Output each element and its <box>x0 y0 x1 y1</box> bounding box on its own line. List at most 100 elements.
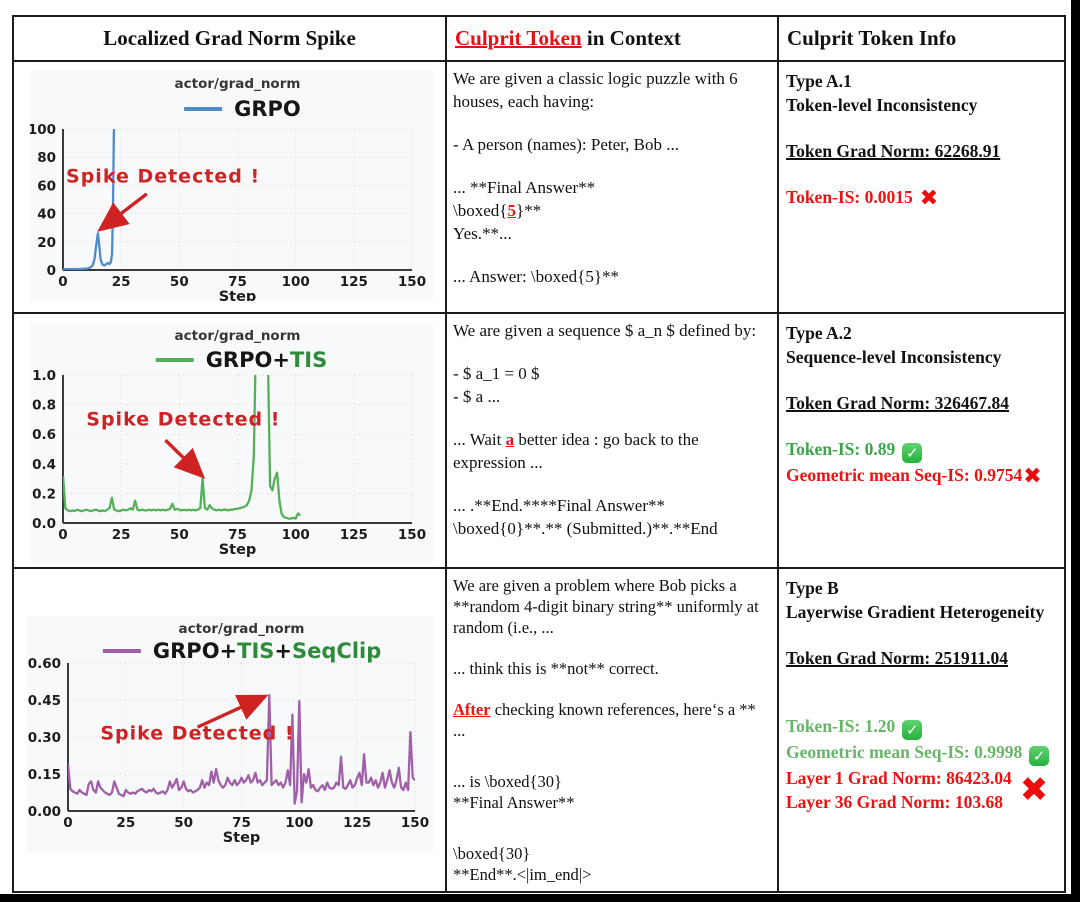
chart-title: actor/grad_norm <box>179 621 305 637</box>
info-line: Geometric mean Seq-IS: 0.9998 ✓ <box>786 740 1060 766</box>
context-line: We are given a classic logic puzzle with… <box>453 69 738 111</box>
cell-info-row2: Type A.2 Sequence-level Inconsistency Toke… <box>779 314 1064 569</box>
info-line: Geometric mean Seq-IS: 0.9754✖ <box>786 464 1042 489</box>
spike-arrow <box>164 438 206 479</box>
y-tick-label: 0.8 <box>32 398 56 414</box>
context-line: We are given a sequence $ a_n $ defined … <box>453 321 757 340</box>
grad-norm-line <box>63 129 116 270</box>
paragraph-gap <box>453 741 771 761</box>
comparison-table: Localized Grad Norm Spike Culprit Token … <box>12 15 1066 893</box>
paragraph-gap <box>453 342 771 362</box>
context-line: ... think this is **not** correct. <box>453 659 659 678</box>
context-line: ... Wait a better idea : go back to the … <box>453 430 699 472</box>
info-line: Token-IS: 0.89 ✓ <box>786 437 1060 463</box>
grad-norm-line <box>68 693 415 805</box>
info-gap <box>786 415 1060 437</box>
chart-panel-bg <box>27 616 433 853</box>
context-text-row1: We are given a classic logic puzzle with… <box>447 62 777 288</box>
y-tick-label: 80 <box>37 150 56 166</box>
cross-icon: ✖ <box>1019 770 1049 810</box>
context-line: **Final Answer** <box>453 793 575 812</box>
paragraph-gap <box>453 156 771 176</box>
y-tick-label: 0.4 <box>32 457 56 473</box>
info-line: Token Grad Norm: 326467.84 <box>786 393 1009 413</box>
y-tick-label: 20 <box>37 235 56 251</box>
x-axis-label: Step <box>219 289 257 301</box>
spike-annotation: Spike Detected ! <box>86 408 280 430</box>
x-tick-label: 50 <box>170 527 189 543</box>
x-tick-label: 25 <box>112 527 131 543</box>
check-icon: ✓ <box>902 720 923 740</box>
layer-grad-norm-group: Layer 1 Grad Norm: 86423.04 Layer 36 Grad… <box>786 766 1060 814</box>
y-tick-label: 100 <box>30 122 56 138</box>
info-line: Token Grad Norm: 62268.91 <box>786 141 1001 161</box>
culprit-token: After <box>453 700 491 719</box>
y-tick-label: 0.00 <box>28 804 61 820</box>
legend-label: GRPO+TIS <box>206 348 328 372</box>
context-line: **End**.<|im_end|> <box>453 865 592 884</box>
spike-annotation: Spike Detected ! <box>66 166 260 188</box>
header-culprit-token-info: Culprit Token Info <box>779 17 1064 62</box>
x-axis-label: Step <box>223 830 261 846</box>
x-tick-label: 75 <box>228 274 247 290</box>
paragraph-gap <box>453 638 771 658</box>
check-icon: ✓ <box>1029 746 1050 766</box>
x-tick-label: 0 <box>58 274 67 290</box>
y-tick-label: 0.60 <box>28 656 61 672</box>
info-line: Layerwise Gradient Heterogeneity <box>786 602 1045 622</box>
x-tick-label: 75 <box>232 815 251 831</box>
paragraph-gap <box>453 113 771 133</box>
context-line: ... is \boxed{30} <box>453 772 562 791</box>
info-line: Token-level Inconsistency <box>786 95 978 115</box>
info-gap <box>786 163 1060 185</box>
x-tick-label: 125 <box>343 815 371 831</box>
info-gap <box>786 624 1060 646</box>
x-tick-label: 25 <box>112 274 131 290</box>
header-grad-norm-spike: Localized Grad Norm Spike <box>14 17 447 62</box>
context-text-row3: We are given a problem where Bob picks a… <box>447 569 777 885</box>
legend-label: GRPO <box>234 97 301 121</box>
info-text-row3: Type B Layerwise Gradient Heterogeneity To… <box>779 569 1064 814</box>
cell-chart-grpo: 0 25 50 75 100 125 150 0 20 40 60 80 100 Step actor/gr… <box>14 62 447 314</box>
info-gap <box>786 670 1060 692</box>
y-tick-label: 0.6 <box>32 427 56 443</box>
context-line: - $ a_1 = 0 $ <box>453 364 540 383</box>
grad-norm-chart-grpo-tis-seqclip: 0 25 50 75 100 125 150 0.00 0.15 0.30 0.45 0.60 Step… <box>27 616 433 853</box>
context-line: We are given a problem where Bob picks a… <box>453 576 759 637</box>
y-tick-label: 0.0 <box>32 516 56 532</box>
y-tick-label: 60 <box>37 178 56 194</box>
x-axis-label: Step <box>219 542 257 558</box>
spike-arrow <box>97 192 148 232</box>
context-line: \boxed{5}** <box>453 201 542 220</box>
y-tick-label: 1.0 <box>32 368 56 384</box>
context-line: ... .**End.****Final Answer** <box>453 496 666 515</box>
spike-arrow <box>196 694 269 729</box>
x-tick-label: 0 <box>63 815 72 831</box>
y-tick-label: 0.2 <box>32 486 56 502</box>
header-col1-label: Localized Grad Norm Spike <box>103 26 356 50</box>
x-tick-label: 150 <box>401 815 429 831</box>
cell-info-row3: Type B Layerwise Gradient Heterogeneity To… <box>779 569 1064 891</box>
header-col2-rest: in Context <box>581 26 681 50</box>
y-tick-label: 0.45 <box>28 693 61 709</box>
info-line: Type A.2 <box>786 323 852 343</box>
header-col3-label: Culprit Token Info <box>787 26 957 50</box>
x-tick-label: 75 <box>228 527 247 543</box>
y-tick-label: 0 <box>47 263 56 279</box>
info-line: Token Grad Norm: 251911.04 <box>786 648 1009 668</box>
context-line: ... Answer: \boxed{5}** <box>453 267 619 286</box>
info-gap <box>786 117 1060 139</box>
culprit-token: 5 <box>507 201 516 220</box>
grad-norm-chart-grpo: 0 25 50 75 100 125 150 0 20 40 60 80 100 Step actor/gr… <box>30 70 433 301</box>
y-tick-label: 40 <box>37 207 56 223</box>
screenshot-black-frame-right <box>1071 0 1080 902</box>
paragraph-gap <box>453 761 771 771</box>
paragraph-gap <box>453 408 771 428</box>
cell-context-row2: We are given a sequence $ a_n $ defined … <box>447 314 779 569</box>
x-tick-label: 100 <box>282 274 310 290</box>
screenshot-black-frame-bottom <box>0 894 1080 902</box>
x-tick-label: 125 <box>340 527 368 543</box>
info-line: Type B <box>786 578 839 598</box>
info-line: Sequence-level Inconsistency <box>786 347 1002 367</box>
context-line: \boxed{30} <box>453 844 531 863</box>
